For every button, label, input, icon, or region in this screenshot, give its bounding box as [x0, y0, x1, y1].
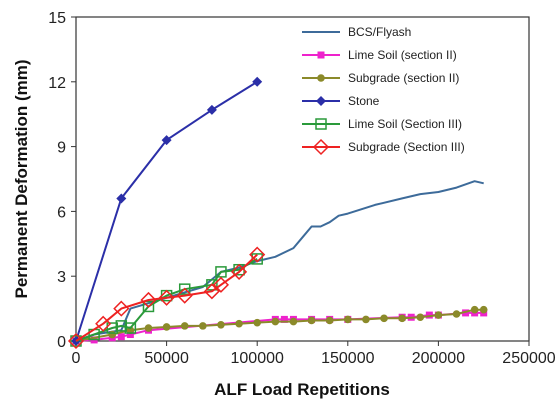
series-3 — [71, 76, 263, 346]
data-point — [124, 322, 137, 334]
data-point — [116, 193, 127, 204]
data-point — [158, 289, 175, 306]
x-tick-label: 200000 — [412, 350, 465, 367]
data-point — [178, 283, 191, 295]
x-tick-label: 150000 — [321, 350, 374, 367]
x-tick-label: 0 — [72, 350, 81, 367]
y-tick-label: 15 — [48, 10, 66, 27]
data-point — [452, 310, 461, 318]
y-tick-label: 3 — [57, 269, 66, 286]
data-point — [271, 317, 280, 326]
data-point — [344, 315, 352, 324]
legend: BCS/Flyash Lime Soil (section II) Subgrade… — [302, 25, 465, 156]
data-point — [95, 315, 112, 332]
data-point — [115, 320, 128, 332]
ticks: 0 50000 100000 150000 200000 250000 0 3 6 9 12 15 — [48, 10, 556, 367]
legend-label: Stone — [348, 94, 380, 108]
data-point — [235, 319, 243, 328]
data-point — [434, 311, 443, 319]
data-point — [144, 324, 153, 332]
data-point — [289, 317, 298, 326]
series-4 — [70, 253, 263, 347]
data-point — [325, 316, 334, 325]
series-5 — [67, 246, 266, 350]
data-point — [462, 309, 470, 317]
data-point — [113, 300, 130, 317]
data-point — [117, 333, 125, 341]
data-point — [108, 330, 117, 339]
data-point — [252, 76, 263, 87]
data-point — [280, 315, 288, 323]
data-point — [249, 246, 266, 263]
y-tick-label: 6 — [57, 204, 66, 221]
legend-marker — [316, 96, 326, 106]
legend-marker — [312, 138, 330, 156]
data-point — [199, 322, 207, 330]
legend-label: Lime Soil (section II) — [348, 48, 457, 62]
data-point — [180, 322, 189, 330]
data-point — [203, 283, 220, 300]
data-point — [362, 315, 370, 324]
legend-item: Subgrade (Section III) — [302, 138, 465, 156]
legend-label: Subgrade (section II) — [348, 71, 459, 85]
legend-marker — [317, 74, 325, 82]
plot-area — [75, 16, 530, 342]
data-point — [212, 276, 230, 293]
data-point — [425, 311, 433, 319]
legend-item: Stone — [302, 94, 380, 108]
legend-item: Lime Soil (Section III) — [302, 117, 462, 131]
x-tick-label: 100000 — [231, 350, 284, 367]
data-point — [70, 335, 82, 347]
x-axis-title: ALF Load Repetitions — [214, 380, 390, 399]
series-line — [75, 258, 258, 342]
x-tick-label: 250000 — [502, 350, 555, 367]
legend-item: BCS/Flyash — [302, 25, 411, 39]
legend-marker — [315, 118, 327, 130]
legend-marker — [317, 51, 325, 59]
data-point — [67, 332, 85, 350]
legend-label: Lime Soil (Section III) — [348, 117, 462, 131]
data-point — [217, 321, 225, 329]
data-point — [142, 300, 155, 313]
data-point — [206, 104, 217, 115]
data-point — [231, 263, 248, 280]
y-tick-label: 12 — [48, 75, 66, 92]
data-point — [470, 305, 479, 314]
y-axis-title: Permanent Deformation (mm) — [12, 60, 31, 299]
series-line — [75, 253, 258, 342]
data-point — [253, 318, 261, 327]
data-point — [416, 313, 425, 322]
data-point — [106, 322, 118, 334]
series-2 — [72, 305, 488, 345]
series-layer — [67, 76, 488, 350]
legend-label: BCS/Flyash — [348, 25, 411, 39]
data-point — [398, 314, 406, 323]
data-point — [162, 323, 171, 331]
data-point — [140, 291, 157, 309]
data-point — [206, 279, 218, 291]
legend-label: Subgrade (Section III) — [348, 140, 465, 154]
y-tick-label: 0 — [57, 334, 66, 351]
data-point — [479, 305, 488, 314]
data-point — [176, 287, 193, 304]
data-point — [380, 314, 388, 323]
y-tick-label: 9 — [57, 140, 66, 157]
legend-item: Subgrade (section II) — [302, 71, 459, 85]
data-point — [126, 331, 134, 339]
data-point — [307, 316, 316, 325]
data-point — [161, 135, 172, 146]
x-tick-label: 50000 — [144, 350, 189, 367]
legend-item: Lime Soil (section II) — [302, 48, 457, 62]
